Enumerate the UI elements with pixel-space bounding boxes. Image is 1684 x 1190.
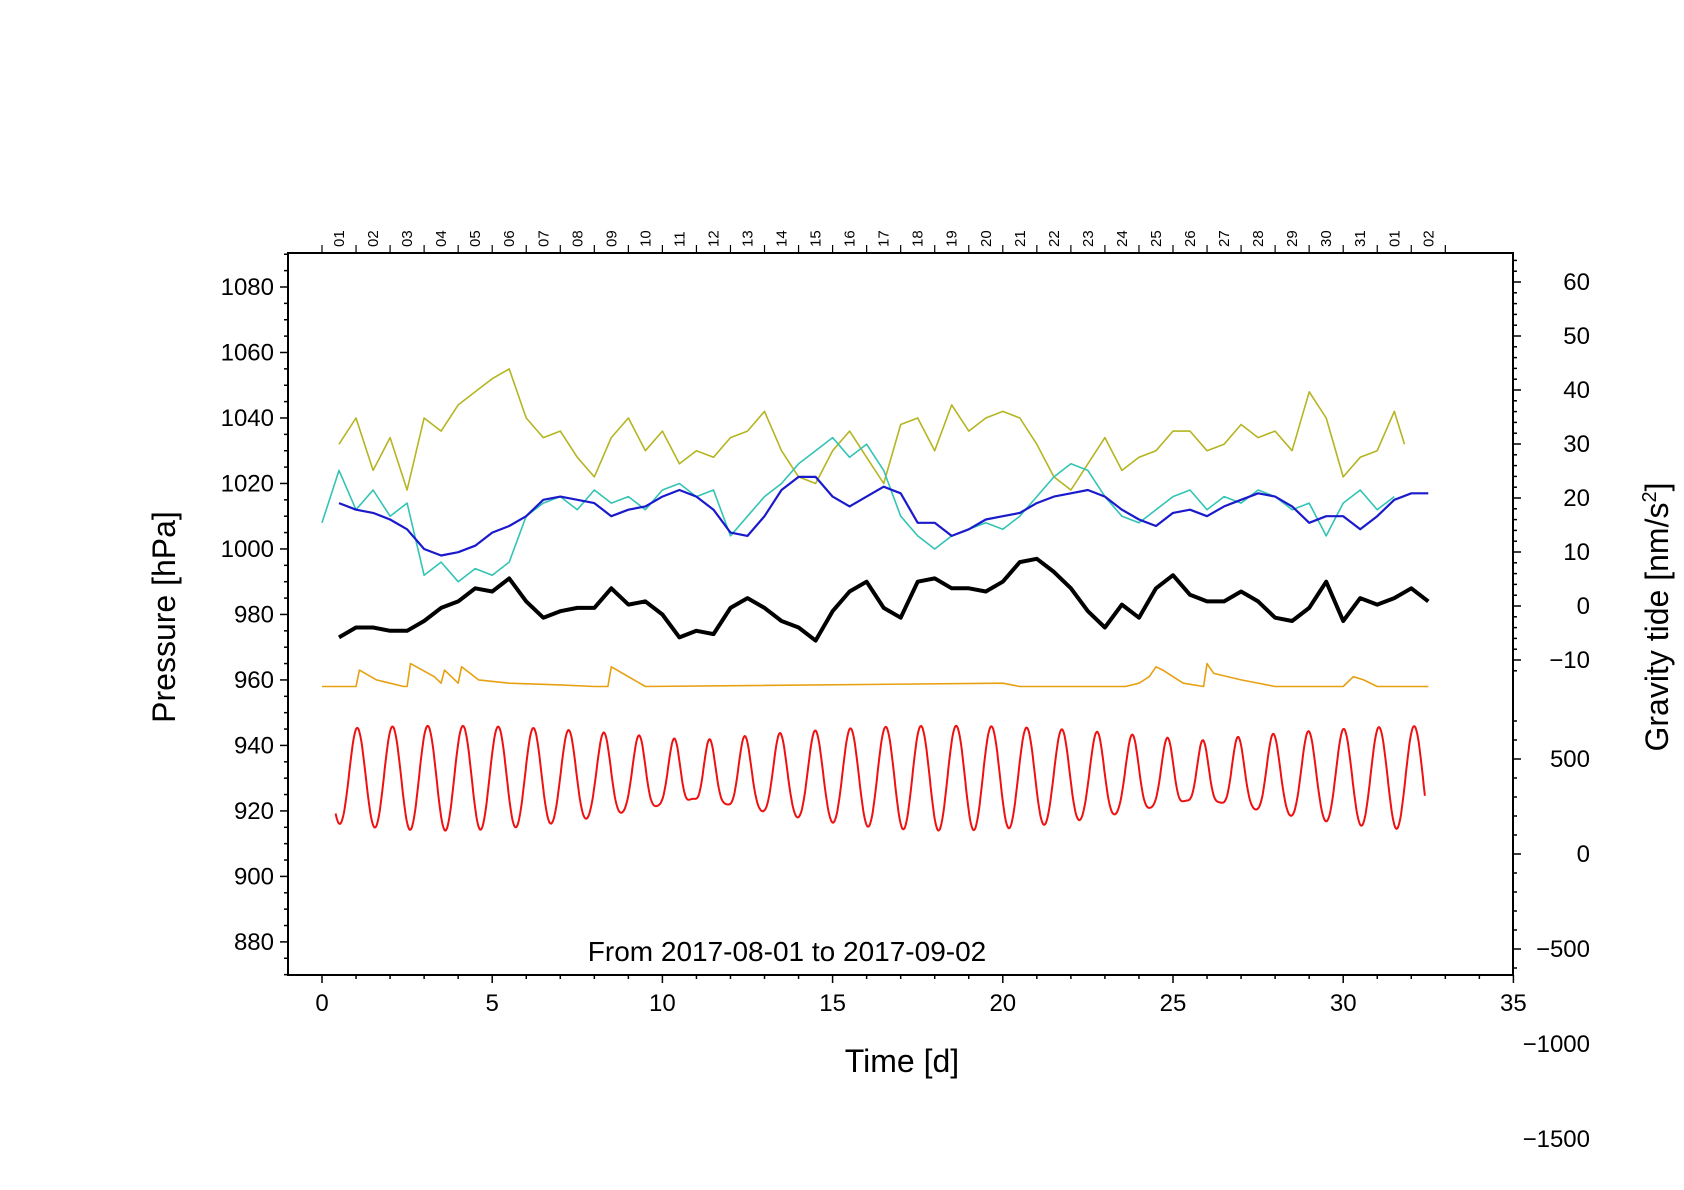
y-right-tick-label: 50 (1563, 323, 1590, 350)
y-right-tick-label: 0 (1577, 593, 1590, 620)
top-date-label: 12 (705, 230, 722, 247)
y-left-tick-label: 940 (234, 732, 274, 759)
y-right-tick-label: −1000 (1523, 1031, 1590, 1058)
top-date-label: 18 (910, 230, 927, 247)
x-axis-title: Time [d] (845, 1043, 959, 1079)
y-right-tick-label: −1500 (1523, 1126, 1590, 1153)
y-right-tick-label: −10 (1549, 647, 1590, 674)
y-left-tick-label: 1020 (221, 470, 274, 497)
x-tick-label: 25 (1160, 990, 1187, 1017)
y-right-tick-label: 40 (1563, 377, 1590, 404)
y-axis-title-left: Pressure [hPa] (146, 511, 182, 723)
top-date-label: 29 (1284, 230, 1301, 247)
top-date-label: 10 (637, 230, 654, 247)
top-date-label: 17 (876, 230, 893, 247)
axis-ticks (280, 245, 1521, 983)
series-blue (338, 475, 1429, 557)
y-left-tick-label: 880 (234, 929, 274, 956)
top-date-label: 01 (331, 230, 348, 247)
top-date-label: 31 (1352, 230, 1369, 247)
y-right-tick-label: 500 (1550, 746, 1590, 773)
top-date-label: 04 (433, 230, 450, 247)
x-tick-label: 30 (1330, 990, 1357, 1017)
y-axis-title-right: Gravity tide [nm/s2] (1639, 483, 1675, 752)
top-date-label: 16 (842, 230, 859, 247)
x-tick-label: 35 (1500, 990, 1527, 1017)
top-date-label: 03 (399, 230, 416, 247)
top-date-label: 24 (1114, 230, 1131, 247)
top-date-label: 27 (1216, 230, 1233, 247)
top-date-label: 06 (501, 230, 518, 247)
top-date-label: 11 (671, 231, 688, 247)
top-date-label: 30 (1318, 230, 1335, 247)
top-date-label: 01 (1386, 230, 1403, 247)
y-left-tick-label: 980 (234, 601, 274, 628)
y-left-tick-label: 920 (234, 798, 274, 825)
y-right-tick-label: 30 (1563, 431, 1590, 458)
y-left-tick-label: 960 (234, 667, 274, 694)
y-axis-title-right-sup: 2 (1639, 491, 1661, 502)
y-axis-title-right-close: ] (1639, 483, 1675, 492)
y-right-tick-label: 60 (1563, 269, 1590, 296)
top-date-label: 23 (1080, 230, 1097, 247)
series-teal (321, 436, 1395, 583)
y-axis-title-right-main: Gravity tide [nm/s (1639, 503, 1675, 752)
y-right-tick-label: 10 (1563, 539, 1590, 566)
annotation: From 2017-08-01 to 2017-09-02 (588, 936, 986, 967)
series-olive (338, 368, 1406, 491)
top-date-label: 13 (740, 230, 757, 247)
x-tick-label: 0 (315, 990, 328, 1017)
y-left-tick-label: 1000 (221, 536, 274, 563)
series-orange (322, 662, 1429, 688)
top-date-label: 22 (1046, 230, 1063, 247)
top-date-label: 02 (1420, 230, 1437, 247)
y-left-tick-label: 1060 (221, 339, 274, 366)
top-date-label: 08 (569, 230, 586, 247)
top-date-label: 26 (1182, 230, 1199, 247)
top-date-label: 15 (808, 230, 825, 247)
x-tick-label: 5 (486, 990, 499, 1017)
x-tick-label: 15 (819, 990, 846, 1017)
top-date-label: 21 (1012, 230, 1029, 247)
x-tick-label: 10 (649, 990, 676, 1017)
top-date-label: 07 (535, 230, 552, 247)
top-date-label: 05 (467, 230, 484, 247)
y-left-tick-label: 1080 (221, 274, 274, 301)
y-right-tick-label: 0 (1577, 841, 1590, 868)
top-date-label: 14 (774, 230, 791, 247)
top-date-label: 20 (978, 230, 995, 247)
top-date-label: 09 (603, 230, 620, 247)
tick-labels: 0 5 10 15 20 25 30 3588090092094096098010001020… (221, 230, 1590, 1153)
top-date-label: 02 (365, 230, 382, 247)
y-right-tick-label: −500 (1536, 936, 1590, 963)
top-date-label: 28 (1250, 230, 1267, 247)
y-left-tick-label: 1040 (221, 405, 274, 432)
y-left-tick-label: 900 (234, 863, 274, 890)
top-date-label: 25 (1148, 230, 1165, 247)
x-tick-label: 20 (989, 990, 1016, 1017)
series-tide (334, 724, 1426, 832)
series-pressure (337, 556, 1430, 643)
y-right-tick-label: 20 (1563, 485, 1590, 512)
data-series (321, 368, 1430, 832)
top-date-label: 19 (944, 230, 961, 247)
